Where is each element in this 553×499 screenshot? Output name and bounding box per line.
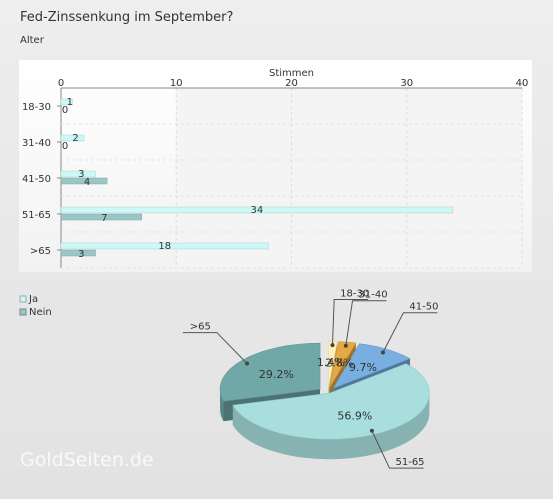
bar-value-label: 4 [84, 177, 90, 188]
pie-percent-label: 29.2% [259, 368, 294, 381]
pie-slice->65 [219, 342, 321, 402]
chart-subtitle: Alter [20, 35, 44, 46]
x-axis-title: Stimmen [269, 68, 314, 79]
watermark-logo: GoldSeiten.de [20, 449, 154, 471]
bar-ja [60, 98, 73, 106]
y-category-label: 18-30 [22, 102, 51, 113]
pie-percent-label: 1.4% [317, 356, 345, 369]
bar-value-label: 34 [251, 205, 264, 216]
bar-nein [60, 213, 142, 221]
pie-leader-line [182, 332, 248, 364]
pie-slice-41-50 [332, 343, 411, 389]
pie-leader-line [371, 430, 424, 469]
pie-category-label: 31-40 [359, 290, 388, 301]
plot-area-shade [176, 88, 522, 268]
bar-value-label: 0 [62, 141, 68, 152]
x-tick-label: 10 [170, 78, 183, 89]
x-tick-label: 0 [58, 78, 64, 89]
legend-label-nein: Nein [29, 307, 52, 318]
bar-ja [60, 170, 96, 178]
pie-slice-wall [220, 389, 224, 422]
pie-slice-wall [232, 393, 430, 460]
pie-slice-51-65 [232, 363, 430, 440]
pie-percent-label: 9.7% [349, 361, 377, 374]
pie-category-label: 18-30 [340, 288, 369, 299]
bar-value-label: 0 [62, 105, 68, 116]
pie-leader-dot [369, 428, 374, 433]
bar-value-label: 2 [72, 133, 78, 144]
pie-category-label: 41-50 [409, 302, 438, 313]
bar-value-label: 1 [67, 97, 73, 108]
x-tick-label: 20 [285, 78, 298, 89]
pie-leader-dot [330, 343, 335, 348]
legend-swatch-ja [19, 295, 27, 303]
pie-leader-dot [343, 343, 348, 348]
bar-ja [60, 134, 85, 142]
legend-swatch-nein [19, 308, 27, 316]
x-tick-label: 40 [516, 78, 529, 89]
pie-category-label: >65 [190, 322, 211, 333]
y-category-label: >65 [30, 246, 51, 257]
bar-ja [60, 206, 454, 214]
pie-leader-dot [380, 350, 385, 355]
pie-leader-line [345, 300, 387, 346]
pie-slice-31-40 [329, 341, 357, 388]
pie-percent-label: 2.8% [325, 357, 353, 370]
pie-leader-line [331, 298, 369, 346]
legend-label-ja: Ja [28, 294, 38, 305]
bar-value-label: 18 [158, 241, 171, 252]
pie-category-label: 51-65 [395, 457, 424, 468]
bar-ja [60, 242, 269, 250]
chart-title: Fed-Zinssenkung im September? [20, 10, 234, 25]
bar-value-label: 3 [78, 169, 84, 180]
x-tick-label: 30 [400, 78, 413, 89]
bar-value-label: 3 [78, 249, 84, 260]
bar-nein [60, 249, 96, 257]
y-category-label: 31-40 [22, 138, 51, 149]
bar-value-label: 7 [101, 213, 107, 224]
y-category-label: 51-65 [22, 210, 51, 221]
pie-leader-dot [245, 361, 250, 366]
pie-percent-label: 56.9% [337, 410, 372, 423]
y-category-label: 41-50 [22, 174, 51, 185]
bar-nein [60, 177, 108, 185]
pie-leader-line [382, 312, 438, 353]
